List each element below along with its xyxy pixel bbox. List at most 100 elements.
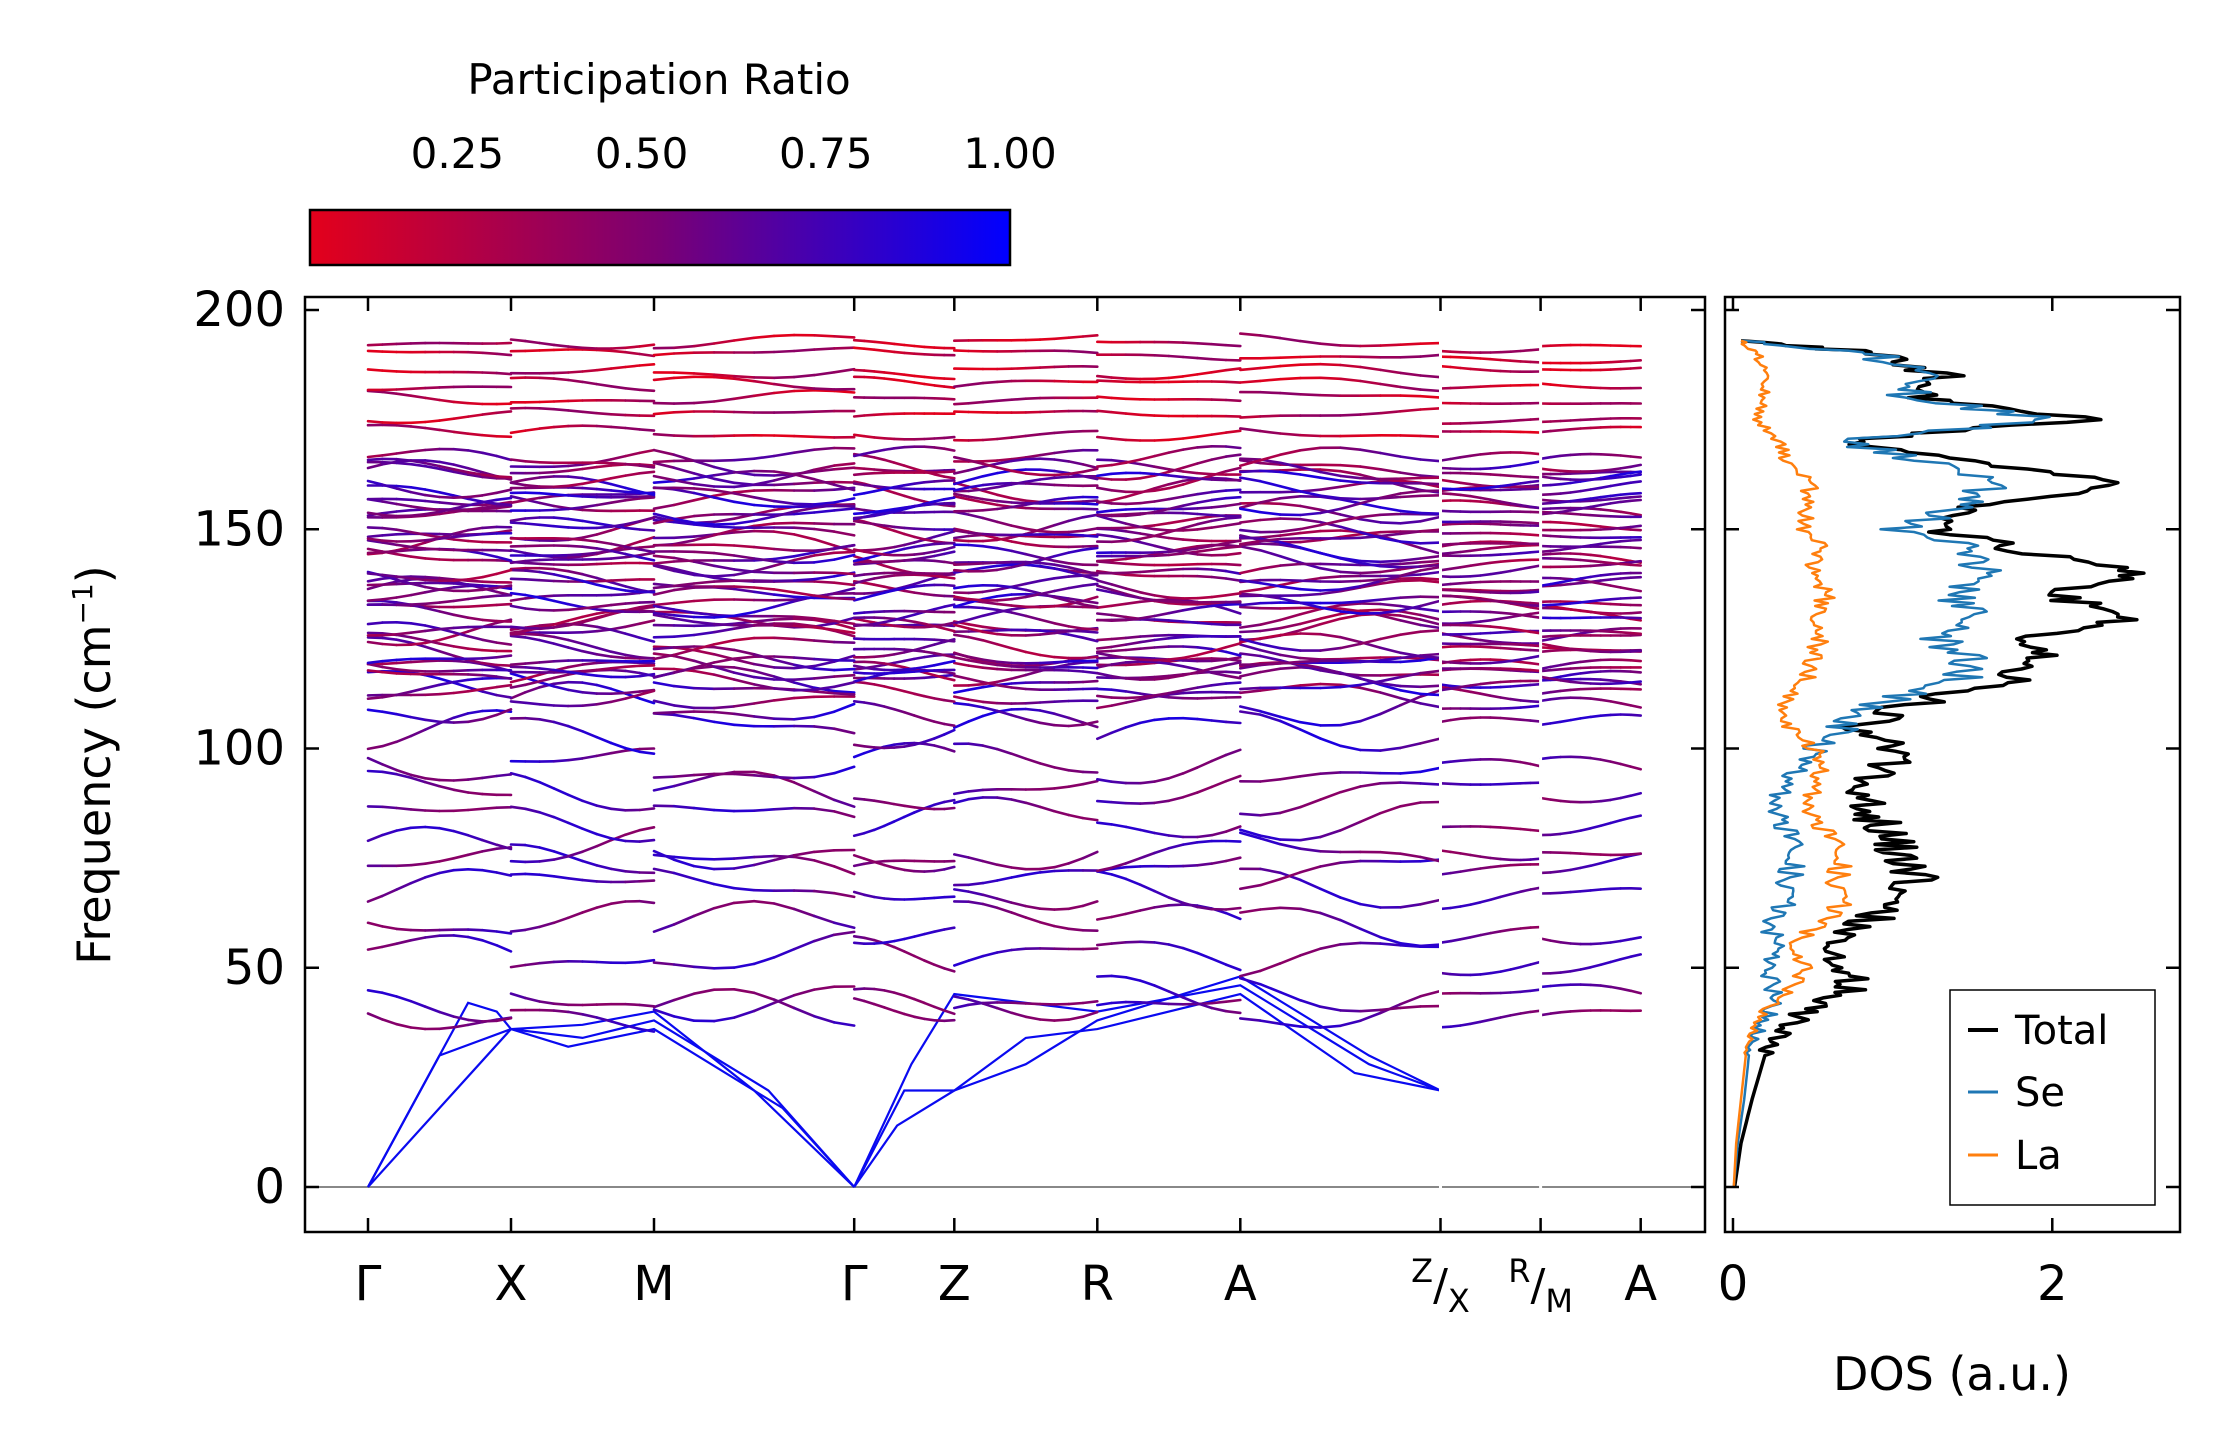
optical-branch-segment xyxy=(1549,663,1562,669)
optical-branch-segment xyxy=(1379,691,1402,700)
optical-branch-segment xyxy=(772,598,796,602)
optical-branch-segment xyxy=(1067,495,1085,500)
optical-branch-segment xyxy=(1110,518,1128,525)
optical-branch-segment xyxy=(1579,681,1592,685)
optical-branch-segment xyxy=(1379,683,1402,692)
optical-branch-segment xyxy=(509,548,527,555)
optical-branch-segment xyxy=(1181,507,1199,511)
optical-branch-segment xyxy=(1539,467,1552,472)
optical-branch-segment xyxy=(1539,429,1552,434)
optical-branch-segment xyxy=(595,579,613,583)
optical-branch-segment xyxy=(538,470,556,475)
optical-branch-segment xyxy=(1399,342,1422,347)
optical-branch-segment xyxy=(1167,674,1185,680)
optical-branch-segment xyxy=(1579,558,1592,563)
optical-branch-segment xyxy=(380,661,398,666)
optical-branch-segment xyxy=(1399,610,1422,617)
optical-branch-segment xyxy=(882,507,896,513)
optical-branch-segment xyxy=(1124,501,1142,506)
optical-branch-segment xyxy=(509,429,527,435)
optical-branch-segment xyxy=(1196,785,1213,794)
optical-branch-segment xyxy=(1449,905,1462,910)
optical-branch-segment xyxy=(1138,801,1156,805)
optical-branch-segment xyxy=(1469,637,1482,642)
optical-branch-segment xyxy=(1459,658,1472,662)
optical-branch-segment xyxy=(1153,544,1171,551)
optical-branch-segment xyxy=(624,693,642,700)
optical-branch-segment xyxy=(1439,660,1452,664)
optical-branch-segment xyxy=(1279,1022,1302,1028)
optical-branch-segment xyxy=(380,925,398,931)
optical-branch-segment xyxy=(1499,615,1512,621)
optical-branch-segment xyxy=(672,375,696,380)
optical-branch-segment xyxy=(832,530,856,537)
optical-branch-segment xyxy=(1259,626,1282,633)
optical-branch-segment xyxy=(852,573,866,578)
optical-branch-segment xyxy=(1569,498,1582,503)
optical-branch-segment xyxy=(423,639,441,645)
optical-branch-segment xyxy=(1138,675,1156,680)
optical-branch-segment xyxy=(1449,600,1462,605)
optical-branch-segment xyxy=(1579,385,1592,389)
optical-branch-segment xyxy=(812,848,836,854)
optical-branch-segment xyxy=(1167,608,1185,615)
optical-branch-segment xyxy=(595,864,613,871)
optical-branch-segment xyxy=(1299,601,1322,609)
optical-branch-segment xyxy=(1419,943,1442,948)
optical-branch-segment xyxy=(1609,760,1622,766)
optical-branch-segment xyxy=(1479,855,1492,860)
optical-branch-segment xyxy=(1509,359,1522,363)
optical-branch-segment xyxy=(1519,503,1532,509)
optical-branch-segment xyxy=(581,545,599,550)
optical-branch-segment xyxy=(1559,831,1572,836)
optical-branch-segment xyxy=(1024,396,1042,401)
optical-branch-segment xyxy=(1399,578,1422,583)
optical-branch-segment xyxy=(995,563,1013,568)
optical-branch-segment xyxy=(752,590,776,596)
optical-branch-segment xyxy=(638,491,656,495)
optical-branch-segment xyxy=(1167,354,1185,359)
optical-branch-segment xyxy=(981,459,999,463)
optical-branch-segment xyxy=(466,807,484,812)
optical-branch-segment xyxy=(1279,660,1302,665)
optical-branch-segment xyxy=(466,413,484,418)
optical-branch-segment xyxy=(1239,601,1262,607)
optical-branch-segment xyxy=(792,907,816,918)
optical-branch-segment xyxy=(523,661,541,665)
optical-branch-segment xyxy=(1449,565,1462,571)
optical-branch-segment xyxy=(792,521,816,525)
optical-branch-segment xyxy=(922,675,936,680)
phonon-bands xyxy=(366,332,1642,1188)
optical-branch-segment xyxy=(1181,517,1199,523)
optical-branch-segment xyxy=(1124,600,1142,606)
optical-branch-segment xyxy=(581,729,599,739)
optical-branch-segment xyxy=(1519,451,1532,455)
optical-branch-segment xyxy=(1196,621,1213,626)
optical-branch-segment xyxy=(1038,869,1056,874)
optical-branch-segment xyxy=(772,333,796,338)
optical-branch-segment xyxy=(1096,915,1113,921)
optical-branch-segment xyxy=(981,787,999,792)
optical-branch-segment xyxy=(932,1005,946,1012)
optical-branch-segment xyxy=(1519,590,1532,595)
optical-branch-segment xyxy=(1138,940,1156,944)
optical-branch-segment xyxy=(672,351,696,355)
optical-branch-segment xyxy=(1038,920,1056,928)
optical-branch-segment xyxy=(1081,999,1099,1005)
optical-branch-segment xyxy=(1053,449,1070,455)
optical-branch-segment xyxy=(380,658,398,663)
optical-branch-segment xyxy=(902,994,916,1001)
optical-branch-segment xyxy=(1589,963,1602,969)
optical-branch-segment xyxy=(1379,609,1402,615)
optical-branch-segment xyxy=(652,601,676,607)
optical-branch-segment xyxy=(1579,670,1592,675)
optical-branch-segment xyxy=(1379,368,1402,375)
optical-branch-segment xyxy=(638,899,656,905)
optical-branch-segment xyxy=(882,863,896,870)
optical-branch-segment xyxy=(1629,575,1642,580)
optical-branch-segment xyxy=(852,579,866,585)
optical-branch-segment xyxy=(772,559,796,565)
optical-branch-segment xyxy=(566,517,584,523)
optical-branch-segment xyxy=(1479,931,1492,937)
optical-branch-segment xyxy=(1053,563,1070,569)
